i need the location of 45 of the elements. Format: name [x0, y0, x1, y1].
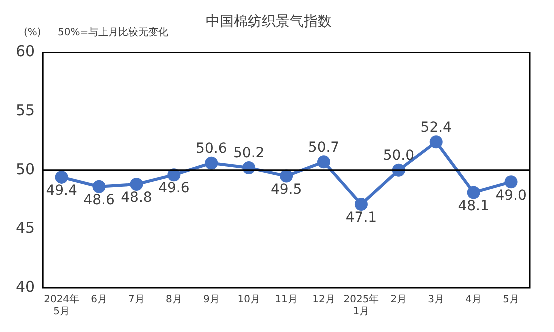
x-tick-label: 4月 — [466, 294, 482, 306]
data-label: 48.1 — [458, 198, 490, 214]
text: 50%=与上月比较无变化 — [58, 26, 169, 38]
point — [55, 170, 68, 184]
x-tick-label: 12月 — [312, 294, 336, 306]
point — [504, 176, 518, 189]
point — [205, 156, 218, 170]
x-tick-label: 3月 — [428, 294, 445, 306]
chart-title: 中国棉纺织景气指数 — [206, 14, 332, 30]
x-tick-label: 9月 — [203, 294, 220, 306]
point — [130, 178, 144, 192]
data-label: 49.0 — [496, 188, 527, 204]
data-label: 50.7 — [308, 140, 340, 156]
data-label: 50.0 — [383, 148, 414, 164]
data-label: 49.6 — [158, 180, 190, 197]
x-tick-label: 5月 — [503, 294, 520, 306]
data-label: 52.4 — [420, 120, 452, 136]
data-label: 50.6 — [196, 140, 228, 157]
point — [430, 136, 443, 149]
point — [318, 156, 330, 169]
data-label: 49.4 — [46, 183, 78, 200]
y-tick-label: 45 — [16, 219, 36, 238]
y-tick-label: 40 — [16, 278, 36, 296]
y-tick-label: 60 — [16, 42, 36, 61]
data-label: 49.5 — [270, 182, 302, 198]
x-tick-label: 2024年 5月 — [44, 294, 80, 318]
point — [467, 186, 480, 200]
point — [354, 198, 368, 212]
data-label: 50.2 — [234, 146, 265, 162]
y-axis-title: (%) — [24, 27, 42, 38]
y-tick-label: 50 — [16, 160, 36, 178]
data-label: 48.8 — [121, 190, 152, 206]
x-tick-label: 10月 — [238, 294, 260, 306]
data-label: 48.6 — [84, 192, 115, 209]
x-tick-label: 6月 — [91, 294, 108, 306]
data-label: 47.1 — [346, 210, 378, 226]
x-tick-label: 2025年 1月 — [344, 294, 380, 318]
x-tick-label: 7月 — [128, 294, 145, 306]
x-tick-label: 8月 — [166, 294, 182, 306]
x-tick-label: 11月 — [275, 294, 298, 306]
x-tick-label: 2月 — [390, 294, 408, 306]
point — [168, 168, 181, 182]
point — [92, 180, 106, 194]
y-tick-label: 55 — [16, 101, 36, 120]
point — [280, 170, 294, 183]
